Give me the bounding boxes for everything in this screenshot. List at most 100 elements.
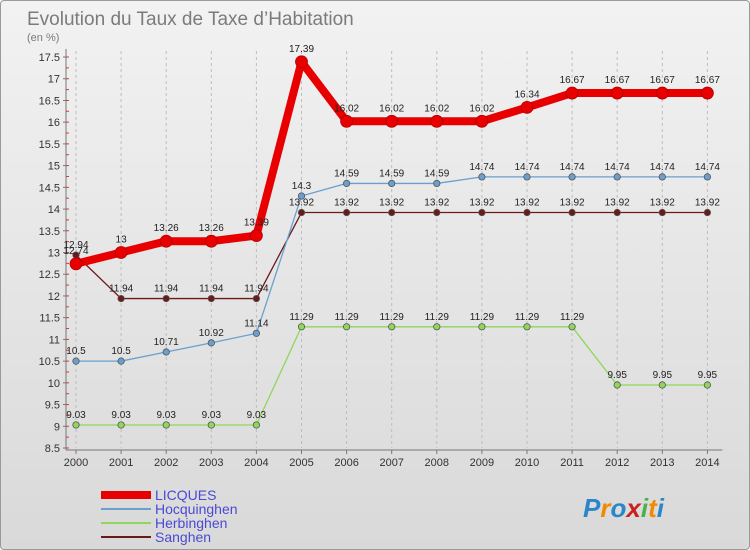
- y-tick-label: 14: [48, 204, 60, 216]
- data-label: 11.29: [289, 312, 314, 323]
- data-point: [342, 323, 351, 331]
- proxiti-logo: Proxiti: [583, 493, 665, 523]
- data-point: [117, 357, 125, 365]
- data-label: 9.03: [156, 410, 176, 421]
- data-point: [342, 179, 351, 188]
- data-label: 11.14: [244, 318, 269, 329]
- data-label: 9.03: [202, 410, 222, 421]
- data-label: 13.92: [289, 198, 314, 209]
- y-tick-label: 9.5: [45, 400, 60, 412]
- y-tick-label: 17.5: [39, 52, 60, 64]
- data-point: [478, 208, 486, 217]
- data-label: 11.29: [334, 312, 359, 323]
- x-tick-label: 2014: [695, 457, 719, 469]
- y-tick-label: 12: [48, 291, 60, 303]
- y-tick-label: 15.5: [39, 139, 60, 151]
- data-point: [433, 323, 441, 331]
- data-labels: 12.94 11.94 11.94 11.94 11.94 13.92 13.92 13.92…: [63, 44, 720, 421]
- data-label: 13.92: [514, 198, 539, 209]
- x-tick-label: 2005: [289, 457, 313, 469]
- y-tick-label: 17: [48, 74, 60, 86]
- logo-letter: P: [583, 493, 601, 523]
- data-point: [613, 381, 621, 389]
- data-label: 16.67: [560, 75, 585, 86]
- data-point: [252, 421, 260, 429]
- data-label: 13.92: [605, 198, 630, 209]
- data-label: 13: [116, 235, 128, 246]
- data-point: [655, 86, 669, 100]
- data-point: [523, 323, 531, 331]
- data-point: [475, 114, 489, 128]
- data-label: 17.39: [289, 44, 314, 55]
- data-point: [701, 86, 714, 100]
- data-label: 10.92: [199, 328, 224, 339]
- logo-letter: i: [657, 493, 665, 523]
- data-point: [388, 179, 396, 188]
- data-point: [252, 329, 260, 337]
- data-label: 16.67: [695, 75, 720, 86]
- data-label: 16.02: [379, 103, 404, 114]
- data-point: [297, 323, 306, 331]
- data-label: 11.29: [470, 312, 495, 323]
- data-point: [207, 421, 215, 429]
- data-point: [207, 339, 215, 347]
- data-label: 10.5: [66, 346, 86, 357]
- data-label: 14.74: [560, 162, 585, 173]
- x-tick-label: 2012: [605, 457, 629, 469]
- data-point: [433, 179, 441, 188]
- x-tick-label: 2006: [334, 457, 358, 469]
- data-point: [297, 208, 306, 217]
- data-point: [114, 246, 128, 259]
- data-label: 14.59: [424, 168, 449, 179]
- data-label: 14.3: [292, 181, 312, 192]
- data-point: [162, 421, 170, 429]
- data-point: [249, 229, 263, 242]
- logo-letter: r: [600, 493, 612, 523]
- data-label: 14.59: [334, 168, 359, 179]
- data-label: 13.92: [379, 198, 404, 209]
- data-point: [72, 357, 80, 365]
- data-point: [252, 294, 260, 303]
- data-point: [703, 208, 712, 217]
- legend-label: Herbinghen: [155, 515, 227, 531]
- x-tick-label: 2000: [64, 457, 88, 469]
- data-label: 16.02: [334, 103, 359, 114]
- data-label: 9.03: [111, 410, 131, 421]
- data-point: [613, 208, 621, 217]
- data-point: [388, 323, 396, 331]
- x-tick-label: 2013: [650, 457, 674, 469]
- data-point: [703, 381, 712, 389]
- data-label: 13.92: [695, 198, 720, 209]
- data-point: [703, 173, 712, 181]
- y-tick-label: 9: [54, 421, 60, 433]
- y-tick-label: 11.5: [39, 313, 60, 325]
- x-tick-label: 2002: [154, 457, 178, 469]
- y-axis-unit: (en %): [27, 32, 59, 44]
- x-tick-label: 2009: [470, 457, 494, 469]
- y-tick-label: 16.5: [39, 95, 60, 107]
- x-tick-label: 2003: [199, 457, 223, 469]
- data-label: 11.29: [560, 312, 585, 323]
- data-label: 11.29: [380, 312, 405, 323]
- x-tick-label: 2010: [515, 457, 539, 469]
- data-point: [204, 234, 218, 248]
- data-point: [478, 173, 486, 181]
- data-point: [568, 323, 576, 331]
- data-point: [340, 114, 354, 128]
- data-label: 9.03: [247, 410, 267, 421]
- data-point: [478, 323, 486, 331]
- data-point: [568, 208, 576, 217]
- data-point: [613, 173, 621, 181]
- data-point: [433, 208, 441, 217]
- data-point: [342, 208, 351, 217]
- data-label: 13.26: [154, 223, 179, 234]
- data-point: [295, 55, 308, 69]
- data-label: 16.02: [469, 103, 494, 114]
- logo-letter: t: [648, 493, 658, 523]
- legend-label: LICQUES: [155, 487, 216, 503]
- logo-letter: x: [624, 493, 642, 523]
- y-tick-label: 15: [48, 161, 60, 173]
- data-label: 9.95: [607, 370, 627, 381]
